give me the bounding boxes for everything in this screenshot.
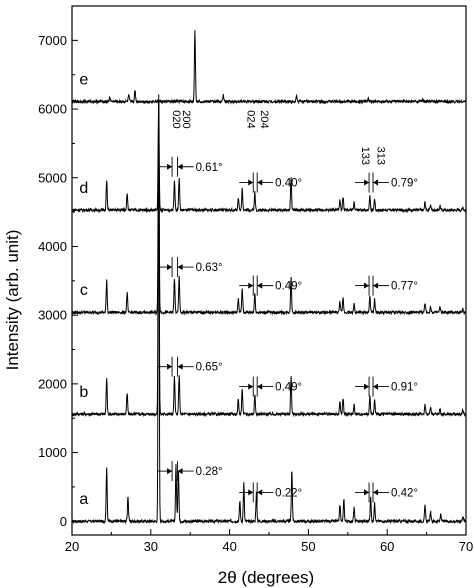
y-axis-label: Intensity (arb. unit): [3, 230, 22, 371]
series-curve-e: [71, 30, 467, 105]
series-curve-d: [71, 100, 467, 214]
hkl-label: 133: [359, 147, 371, 165]
plot-frame: [71, 5, 467, 536]
series-curve-a: [71, 94, 467, 525]
series-label-e: e: [79, 71, 88, 88]
split-arrowhead-right: [177, 363, 183, 370]
split-arrowhead-right: [177, 468, 183, 475]
split-arrowhead-left: [248, 489, 254, 496]
split-arrowhead-left: [248, 282, 254, 289]
x-tick-label: 40: [222, 539, 236, 554]
series-label-a: a: [79, 491, 88, 508]
x-tick-label: 20: [65, 539, 79, 554]
split-value-label: 0.22°: [275, 487, 302, 499]
curves-layer: a b c d e: [71, 30, 467, 525]
hkl-label: 313: [375, 147, 387, 165]
y-tick-label: 3000: [38, 308, 67, 323]
split-value-label: 0.61°: [196, 162, 223, 174]
split-value-label: 0.42°: [391, 487, 418, 499]
split-arrowhead-left: [167, 468, 173, 475]
y-tick-label: 0: [60, 514, 67, 529]
y-tick-label: 5000: [38, 170, 67, 185]
split-value-label: 0.65°: [196, 362, 223, 374]
split-arrowhead-right: [257, 179, 263, 186]
split-arrowhead-right: [373, 282, 379, 289]
split-arrowhead-left: [364, 383, 370, 390]
x-axis-label: 2θ (degrees): [218, 568, 314, 587]
hkl-label: 200: [180, 110, 192, 128]
split-arrowhead-right: [373, 489, 379, 496]
split-arrowhead-right: [257, 383, 263, 390]
split-value-label: 0.49°: [275, 382, 302, 394]
y-tick-label: 1000: [38, 445, 67, 460]
split-arrowhead-right: [257, 489, 263, 496]
x-axis: 20 30 40 50 60 70: [65, 529, 473, 554]
series-curve-b: [71, 99, 467, 418]
split-arrowhead-left: [248, 383, 254, 390]
split-arrowhead-right: [177, 163, 183, 170]
hkl-label: 024: [245, 110, 257, 128]
x-tick-label: 50: [301, 539, 315, 554]
x-tick-label: 30: [144, 539, 158, 554]
split-arrowhead-left: [364, 489, 370, 496]
split-value-label: 0.28°: [196, 466, 223, 478]
series-curve-c: [71, 100, 467, 316]
split-value-label: 0.49°: [275, 281, 302, 293]
series-label-c: c: [80, 282, 88, 299]
split-arrowhead-left: [167, 264, 173, 271]
series-label-b: b: [79, 384, 88, 401]
split-arrowhead-left: [364, 179, 370, 186]
hkl-label: 204: [258, 110, 270, 128]
split-arrowhead-left: [167, 363, 173, 370]
y-tick-label: 2000: [38, 376, 67, 391]
hkl-label: 020: [170, 110, 182, 128]
split-arrowhead-right: [373, 179, 379, 186]
y-axis: 0 1000 2000 3000 4000 5000 6000 7000: [38, 33, 78, 529]
x-tick-label: 70: [459, 539, 473, 554]
split-arrowhead-right: [257, 282, 263, 289]
x-tick-label: 60: [380, 539, 394, 554]
split-arrowhead-left: [364, 282, 370, 289]
split-arrowhead-right: [177, 264, 183, 271]
y-tick-label: 7000: [38, 33, 67, 48]
split-value-label: 0.79°: [391, 178, 418, 190]
split-value-label: 0.91°: [391, 382, 418, 394]
y-tick-label: 4000: [38, 239, 67, 254]
split-value-label: 0.40°: [275, 178, 302, 190]
split-value-label: 0.77°: [391, 281, 418, 293]
split-value-label: 0.63°: [196, 262, 223, 274]
split-arrowhead-left: [167, 163, 173, 170]
split-arrowhead-left: [248, 179, 254, 186]
series-label-d: d: [79, 180, 88, 197]
split-arrowhead-right: [373, 383, 379, 390]
y-tick-label: 6000: [38, 102, 67, 117]
